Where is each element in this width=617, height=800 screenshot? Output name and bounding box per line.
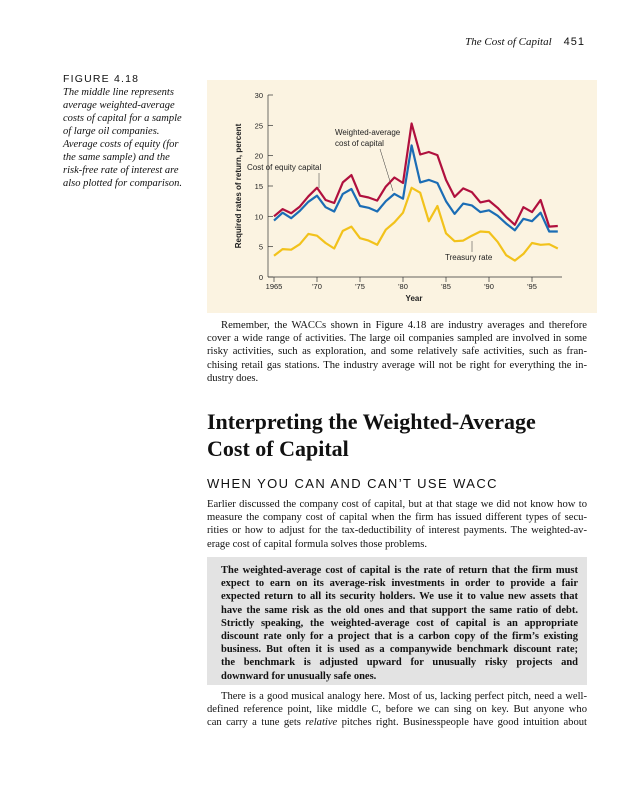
text-run: can carry a tune gets <box>207 717 306 729</box>
key-concept-text: The weighted-average cost of capital is … <box>221 564 578 683</box>
heading-line: Interpreting the Weighted-Average <box>207 409 536 434</box>
paragraph-wacc-averages: Remember, the WACCs shown in Figure 4.18… <box>207 319 587 385</box>
y-tick-label: 25 <box>255 121 263 130</box>
label-wacc-2: cost of capital <box>335 139 384 148</box>
label-wacc-1: Weighted-average <box>335 128 401 137</box>
running-head: The Cost of Capital 451 <box>465 36 585 48</box>
y-tick-label: 30 <box>255 91 263 100</box>
text-line: Strictly speaking, the weighted-average … <box>221 617 578 629</box>
caption-line: Average costs of equity (for <box>63 139 179 150</box>
text-line: measure the company cost of capital when… <box>207 512 587 524</box>
text-line: The weighted-average cost of capital is … <box>221 565 578 576</box>
caption-line: costs of capital for a sample <box>63 113 182 124</box>
text-line: business. But often it is used as a comp… <box>221 644 578 656</box>
leader-wacc <box>379 148 394 192</box>
line-chart: Required rates of return, percent Year C… <box>234 91 562 303</box>
y-tick-label: 15 <box>255 182 263 191</box>
text-line: have the same risk as the old ones and t… <box>221 604 578 616</box>
y-tick-label: 0 <box>259 273 263 282</box>
figure-label: FIGURE 4.18 <box>63 73 140 85</box>
text-line: chising retail gas stations. The industr… <box>207 359 587 371</box>
y-tick-label: 5 <box>259 243 263 252</box>
x-tick-label: 1965 <box>266 282 283 291</box>
text-line: Earlier discussed the company cost of ca… <box>207 499 587 510</box>
series-line-cost-of-equity-capital <box>273 122 558 228</box>
text-run: pitches right. Businesspeople have good … <box>337 717 587 729</box>
caption-text: The middle line represents average weight… <box>63 86 198 190</box>
heading-line: Cost of Capital <box>207 436 349 461</box>
x-tick-label: '70 <box>312 282 322 291</box>
paragraph-earlier-discussed: Earlier discussed the company cost of ca… <box>207 498 587 551</box>
key-concept-box: The weighted-average cost of capital is … <box>207 557 587 685</box>
label-equity: Cost of equity capital <box>247 163 321 172</box>
x-axis-title: Year <box>406 294 423 303</box>
text-line: dustry does. <box>207 372 259 384</box>
text-line: erage cost of capital formula solves tho… <box>207 538 428 550</box>
figure-caption: FIGURE 4.18 The middle line represents av… <box>63 73 198 190</box>
x-tick-label: '85 <box>441 282 451 291</box>
y-tick-label: 10 <box>255 212 263 221</box>
figure-panel: Required rates of return, percent Year C… <box>207 80 597 313</box>
text-line: risky activities, such as exploration, a… <box>207 346 587 358</box>
text-line: rities or how to adjust for the tax-dedu… <box>207 525 587 537</box>
x-tick-label: '95 <box>527 282 537 291</box>
subsection-heading: WHEN YOU CAN AND CAN’T USE WACC <box>207 476 498 491</box>
text-line: downward for unusually safe ones. <box>221 670 377 682</box>
text-line: There is a good musical analogy here. Mo… <box>221 691 587 702</box>
page-number: 451 <box>563 36 585 48</box>
x-tick-label: '75 <box>355 282 365 291</box>
chapter-title: The Cost of Capital <box>465 36 552 48</box>
emphasis: relative <box>305 717 338 729</box>
x-tick-label: '80 <box>398 282 408 291</box>
section-heading: Interpreting the Weighted-Average Cost o… <box>207 408 536 462</box>
series-line-treasury-rate <box>273 186 559 262</box>
text-line: expected return to all its security hold… <box>221 591 578 603</box>
x-tick-label: '90 <box>484 282 494 291</box>
caption-line: of large oil companies. <box>63 126 160 137</box>
label-treasury: Treasury rate <box>445 253 493 262</box>
text-line: can carry a tune gets relative pitches r… <box>207 716 587 729</box>
caption-line: risk-free rate of interest are <box>63 165 179 176</box>
paragraph-musical-analogy: There is a good musical analogy here. Mo… <box>207 690 587 730</box>
caption-line: also plotted for comparison. <box>63 178 183 189</box>
text-line: cover a wide range of activities. The la… <box>207 333 587 345</box>
text-line: expect to earn on its average-risk inves… <box>221 578 578 590</box>
text-line: defined reference point, like middle C, … <box>207 704 587 716</box>
series-line-weighted-average-cost-of-capital <box>273 144 558 233</box>
y-axis-title: Required rates of return, percent <box>234 123 243 248</box>
y-tick-label: 20 <box>255 152 263 161</box>
caption-line: The middle line represents <box>63 87 174 98</box>
caption-line: the same sample) and the <box>63 152 170 163</box>
caption-line: average weighted-average <box>63 100 175 111</box>
text-line: discount rate only for a project that is… <box>221 631 578 643</box>
text-line: Remember, the WACCs shown in Figure 4.18… <box>221 320 587 331</box>
text-line: the benchmark is adjusted upward for unu… <box>221 657 578 669</box>
